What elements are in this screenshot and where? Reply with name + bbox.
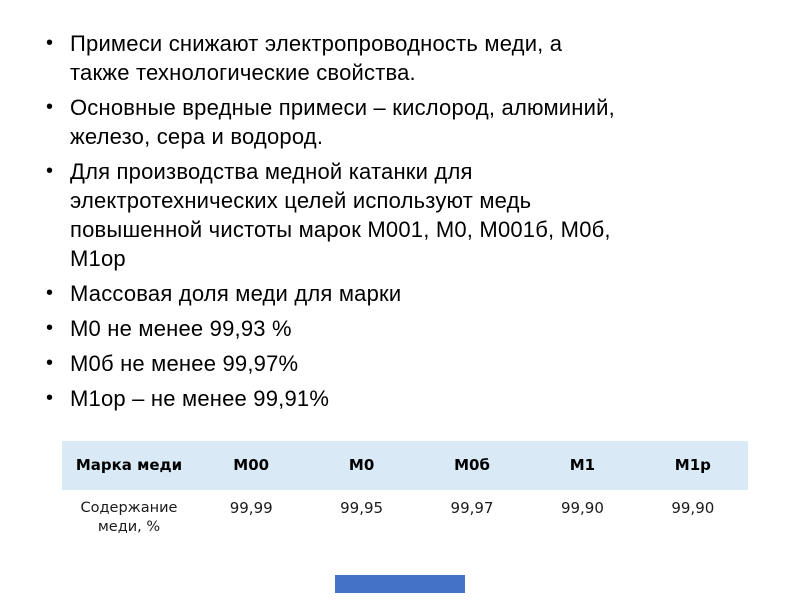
table-row: Содержание меди, % 99,99 99,95 99,97 99,… [62, 490, 748, 537]
bullet-icon: • [46, 96, 54, 118]
bullet-icon: • [46, 282, 54, 304]
bullet-text: Примеси снижают электропроводность меди,… [70, 31, 563, 85]
bullet-text: М1ор – не менее 99,91% [70, 386, 330, 411]
bullet-icon: • [46, 32, 54, 54]
grade-table: Марка меди М00 М0 М0б М1 М1р Содержание … [62, 441, 748, 537]
bullet-text: Массовая доля меди для марки [70, 281, 402, 306]
bullet-item: • М0б не менее 99,97% [44, 349, 744, 378]
bullet-item: • М0 не менее 99,93 % [44, 314, 744, 343]
table-row-label: Содержание меди, % [80, 500, 178, 535]
table-header-row: Марка меди М00 М0 М0б М1 М1р [62, 441, 748, 490]
table-value-cell: 99,95 [340, 499, 384, 517]
bullet-item: • Для производства медной катанки для эл… [44, 157, 744, 273]
table-header-cell: М1р [674, 456, 711, 474]
bullet-item: • Примеси снижают электропроводность мед… [44, 29, 744, 87]
bullet-text: Основные вредные примеси – кислород, алю… [70, 95, 615, 149]
table-header-cell: М00 [233, 456, 270, 474]
table-header-cell: М0б [454, 456, 490, 474]
bullet-icon: • [46, 317, 54, 339]
bullet-item: • Массовая доля меди для марки [44, 279, 744, 308]
table-header-cell: М0 [348, 456, 375, 474]
accent-bar [335, 575, 465, 593]
bullet-text: М0 не менее 99,93 % [70, 316, 292, 341]
bullet-item: • Основные вредные примеси – кислород, а… [44, 93, 744, 151]
bullet-icon: • [46, 352, 54, 374]
bullet-list: • Примеси снижают электропроводность мед… [44, 29, 744, 419]
table-value-cell: 99,97 [450, 499, 494, 517]
table-value-cell: 99,90 [560, 499, 604, 517]
table-value-cell: 99,99 [229, 499, 273, 517]
bullet-text: Для производства медной катанки для элек… [70, 159, 611, 271]
bullet-icon: • [46, 387, 54, 409]
table-value-cell: 99,90 [671, 499, 715, 517]
bullet-text: М0б не менее 99,97% [70, 351, 299, 376]
table-header-cell: Марка меди [75, 456, 183, 474]
table-header-cell: М1 [569, 456, 596, 474]
bullet-item: • М1ор – не менее 99,91% [44, 384, 744, 413]
bullet-icon: • [46, 160, 54, 182]
